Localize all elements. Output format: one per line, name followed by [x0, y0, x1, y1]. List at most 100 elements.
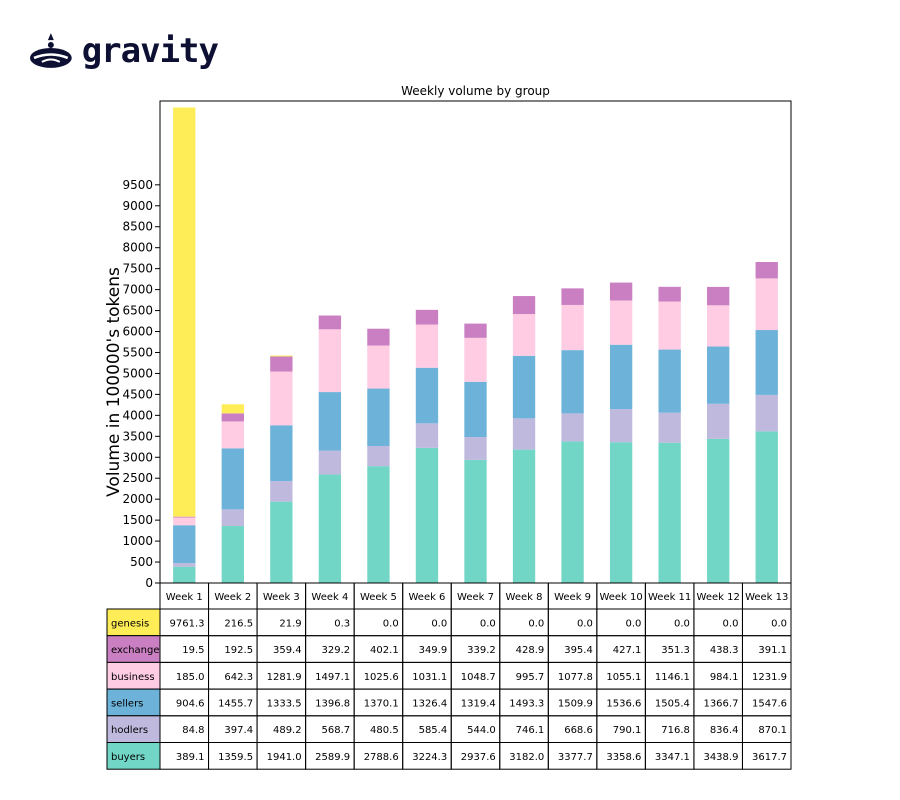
y-tick-label: 1000	[122, 534, 153, 548]
bar-buyers-3	[270, 501, 293, 583]
table-cell-value: 1077.8	[558, 672, 593, 683]
table-row-label: hodlers	[111, 725, 148, 736]
bar-exchange-4	[318, 315, 342, 330]
bar-business-7	[464, 337, 487, 382]
bar-sellers-8	[512, 355, 536, 419]
y-tick-label: 7000	[122, 283, 153, 297]
chart-title: Weekly volume by group	[401, 84, 550, 98]
table-cell-value: 359.4	[273, 645, 302, 656]
table-header-week: Week 13	[745, 592, 788, 603]
table-cell-value: 3358.6	[606, 752, 641, 763]
bar-sellers-9	[561, 350, 584, 414]
bar-business-2	[221, 421, 244, 449]
bar-business-3	[270, 371, 293, 426]
bar-sellers-11	[658, 349, 681, 413]
bar-sellers-7	[464, 381, 487, 438]
table-header-week: Week 9	[554, 592, 591, 603]
table-cell-value: 716.8	[661, 725, 690, 736]
y-tick-label: 9500	[122, 178, 153, 192]
gravity-logo: gravity	[28, 28, 219, 74]
table-cell-value: 0.0	[431, 618, 447, 629]
table-cell-value: 391.1	[758, 645, 787, 656]
bar-buyers-2	[221, 526, 244, 583]
y-tick-label: 6500	[122, 304, 153, 318]
y-tick-label: 8500	[122, 220, 153, 234]
bar-hodlers-10	[609, 409, 633, 443]
y-tick-label: 3000	[122, 450, 153, 464]
bar-exchange-5	[367, 328, 390, 346]
table-cell-value: 19.5	[182, 645, 204, 656]
bar-business-8	[512, 314, 536, 356]
table-cell-value: 489.2	[273, 725, 302, 736]
table-cell-value: 0.0	[674, 618, 690, 629]
table-cell-value: 790.1	[613, 725, 642, 736]
table-header-week: Week 3	[263, 592, 300, 603]
bar-exchange-13	[755, 262, 778, 279]
bar-hodlers-5	[367, 445, 390, 467]
bar-hodlers-12	[707, 403, 730, 439]
y-tick-label: 7500	[122, 262, 153, 276]
table-cell-value: 3224.3	[412, 752, 447, 763]
table-cell-value: 1941.0	[267, 752, 302, 763]
table-cell-value: 339.2	[467, 645, 496, 656]
bar-sellers-13	[755, 330, 778, 395]
bar-exchange-3	[270, 356, 293, 372]
table-cell-value: 1231.9	[752, 672, 787, 683]
table-header-week: Week 6	[408, 592, 445, 603]
gravity-droplet-icon	[29, 33, 72, 68]
table-cell-value: 21.9	[279, 618, 301, 629]
table-cell-value: 216.5	[224, 618, 253, 629]
bar-exchange-10	[609, 282, 633, 301]
y-tick-label: 3500	[122, 429, 153, 443]
bar-business-13	[755, 278, 778, 331]
table-cell-value: 438.3	[710, 645, 739, 656]
table-header-week: Week 7	[457, 592, 494, 603]
bar-business-5	[367, 345, 390, 389]
bar-hodlers-7	[464, 437, 487, 460]
table-cell-value: 480.5	[370, 725, 399, 736]
y-tick-label: 1500	[122, 513, 153, 527]
table-cell-value: 642.3	[224, 672, 253, 683]
table-cell-value: 585.4	[419, 725, 448, 736]
table-cell-value: 389.1	[176, 752, 205, 763]
table-cell-value: 0.0	[771, 618, 787, 629]
table-cell-value: 3438.9	[703, 752, 738, 763]
bar-sellers-10	[609, 344, 633, 410]
table-cell-value: 836.4	[710, 725, 739, 736]
bar-sellers-5	[367, 388, 390, 446]
y-axis-label: Volume in 100000's tokens	[104, 267, 124, 497]
table-cell-value: 1505.4	[655, 698, 690, 709]
table-cell-value: 544.0	[467, 725, 496, 736]
bar-exchange-1	[173, 516, 196, 518]
y-tick-label: 5000	[122, 366, 153, 380]
table-cell-value: 329.2	[322, 645, 351, 656]
table-row-label: genesis	[111, 618, 149, 629]
bar-sellers-4	[318, 392, 342, 451]
table-row-label-cell	[106, 688, 161, 717]
bar-buyers-12	[707, 438, 730, 583]
table-cell-value: 1547.6	[752, 698, 787, 709]
table-cell-value: 1333.5	[267, 698, 302, 709]
table-row-label-cell	[106, 715, 161, 743]
table-cell-value: 3377.7	[558, 752, 593, 763]
y-tick-label: 2000	[122, 492, 153, 506]
table-cell-value: 0.0	[577, 618, 593, 629]
bar-genesis-3	[270, 355, 293, 357]
y-tick-label: 0	[145, 576, 153, 590]
bar-exchange-2	[221, 413, 244, 422]
bar-business-4	[318, 329, 342, 393]
bar-buyers-11	[658, 442, 681, 583]
bar-business-9	[561, 304, 584, 351]
table-cell-value: 1493.3	[509, 698, 544, 709]
bar-hodlers-2	[221, 509, 244, 527]
bar-hodlers-13	[755, 394, 778, 432]
table-cell-value: 3182.0	[509, 752, 544, 763]
table-cell-value: 1146.1	[655, 672, 690, 683]
table-row-label: buyers	[111, 752, 145, 763]
table-cell-value: 84.8	[182, 725, 204, 736]
table-cell-value: 0.0	[480, 618, 496, 629]
table-cell-value: 3617.7	[752, 752, 787, 763]
bar-buyers-7	[464, 459, 487, 583]
table-header-week: Week 4	[311, 592, 348, 603]
y-tick-label: 8000	[122, 241, 153, 255]
